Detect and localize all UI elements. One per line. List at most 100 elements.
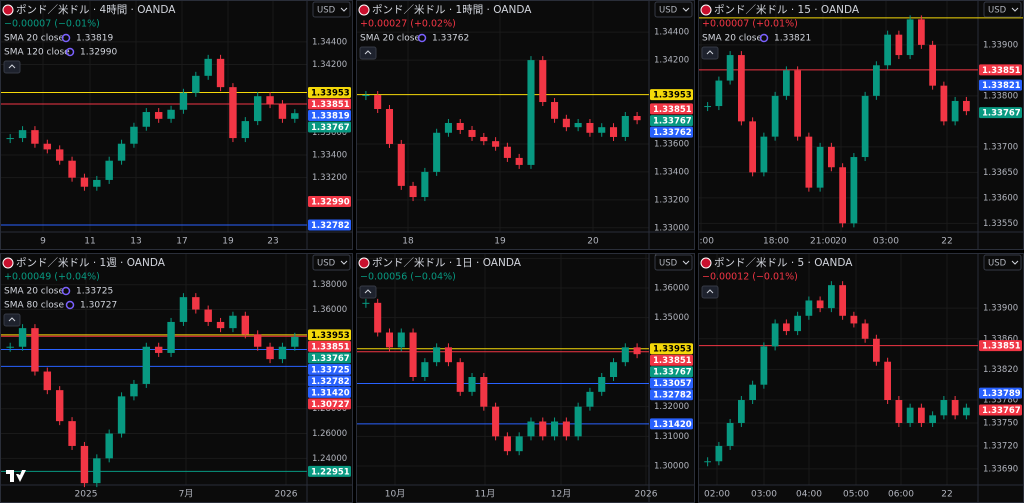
candle — [397, 143, 405, 186]
panel-title: ポンド／米ドル · 4時間 · OANDA — [16, 3, 176, 16]
sma-name: SMA 20 close — [702, 34, 762, 44]
candle — [609, 362, 618, 378]
price-tag — [979, 64, 1022, 76]
candle — [749, 121, 756, 173]
candle — [204, 309, 212, 322]
y-tick-label: 1.31000 — [654, 432, 689, 442]
collapse-button[interactable] — [3, 313, 21, 327]
candle — [574, 406, 582, 437]
x-tick-label: 12月 — [551, 489, 571, 500]
price-change: +0.00027 (+0.02%) — [360, 19, 456, 30]
sma-icon — [65, 300, 75, 310]
candle — [55, 390, 64, 422]
candle — [816, 146, 824, 188]
price-tag-label: 1.33953 — [653, 91, 692, 101]
candle — [574, 122, 582, 128]
currency-chevron — [1011, 260, 1019, 265]
candle — [895, 400, 903, 423]
candle — [68, 160, 76, 178]
candle — [828, 285, 835, 309]
candle — [6, 138, 14, 140]
candle — [598, 127, 606, 133]
chart-panel: 1.370001.360001.350001.320001.310001.300… — [356, 253, 695, 503]
x-tick-label: 2025 — [75, 490, 98, 500]
chart-panel: 1.34400 1.34200 1.33600 1.33400 1.33200 9 11 13… — [0, 0, 353, 250]
candle — [726, 55, 734, 81]
candle — [409, 332, 417, 378]
currency-chevron — [340, 7, 348, 12]
candle — [633, 347, 641, 355]
x-tick-label: 18 — [402, 237, 414, 247]
candle — [385, 332, 394, 348]
candle — [480, 136, 488, 142]
price-tag — [308, 195, 351, 207]
x-tick-label: 2026 — [635, 490, 658, 500]
sma-icon — [61, 286, 71, 296]
candle — [409, 185, 417, 198]
price-tag — [308, 398, 351, 410]
currency-button[interactable] — [654, 1, 693, 18]
currency-button[interactable] — [983, 254, 1022, 271]
candle — [179, 297, 188, 322]
y-tick-label: 1.33600 — [983, 193, 1018, 203]
price-tag-label: 1.33767 — [653, 117, 692, 127]
x-tick-label: 2026 — [275, 490, 298, 500]
price-tag — [650, 89, 693, 101]
x-tick-label: 03:00 — [751, 490, 777, 500]
y-tick-label: 1.34200 — [654, 56, 689, 66]
candle — [850, 315, 858, 324]
panel-border — [356, 0, 695, 250]
candle — [816, 300, 824, 309]
candle — [492, 406, 500, 437]
currency-button[interactable] — [312, 1, 351, 18]
y-tick-label: 1.30000 — [654, 462, 689, 472]
currency-button[interactable] — [983, 1, 1022, 18]
candle — [539, 421, 547, 437]
candle — [527, 421, 535, 437]
collapse-chevron — [364, 289, 372, 294]
candle — [374, 95, 382, 110]
candle — [253, 334, 262, 347]
price-tag-label: 1.33851 — [982, 342, 1021, 352]
candle — [503, 436, 511, 452]
candle — [794, 70, 801, 137]
candle — [598, 377, 606, 392]
currency-button[interactable] — [654, 254, 693, 271]
collapse-button[interactable] — [701, 285, 719, 299]
candle — [117, 143, 126, 161]
candle — [906, 407, 914, 423]
candle — [480, 377, 488, 407]
collapse-button[interactable] — [3, 60, 21, 74]
candle — [456, 362, 464, 392]
collapse-button[interactable] — [359, 285, 377, 299]
candle — [433, 132, 441, 172]
sma-value: 1.30727 — [80, 301, 117, 311]
x-tick-label: 7月 — [179, 489, 194, 500]
candle — [266, 96, 274, 105]
y-tick-label: 1.33400 — [312, 151, 347, 161]
flag-icon — [358, 4, 370, 16]
flag-icon — [700, 257, 712, 269]
y-tick-label: 1.33200 — [654, 195, 689, 205]
candle — [527, 60, 535, 165]
currency-chevron — [682, 7, 690, 12]
candle — [621, 347, 629, 363]
candle — [929, 415, 936, 423]
candle — [456, 122, 464, 130]
currency-button[interactable] — [312, 254, 351, 271]
sma-value: 1.33821 — [774, 34, 811, 44]
candle — [68, 421, 76, 446]
collapse-chevron — [706, 289, 714, 294]
price-tag-label: 1.33851 — [982, 66, 1021, 76]
price-tag — [650, 389, 693, 401]
candle — [586, 122, 594, 133]
price-tag-label: 1.31420 — [653, 420, 692, 430]
price-tag — [308, 363, 351, 375]
price-change: −0.00056 (−0.04%) — [360, 272, 456, 283]
x-tick-label: 06:00 — [888, 490, 914, 500]
candle — [31, 130, 39, 144]
x-tick-label: 9 — [40, 237, 46, 247]
candle — [940, 85, 948, 122]
collapse-button[interactable] — [359, 46, 377, 60]
collapse-button[interactable] — [701, 46, 719, 60]
